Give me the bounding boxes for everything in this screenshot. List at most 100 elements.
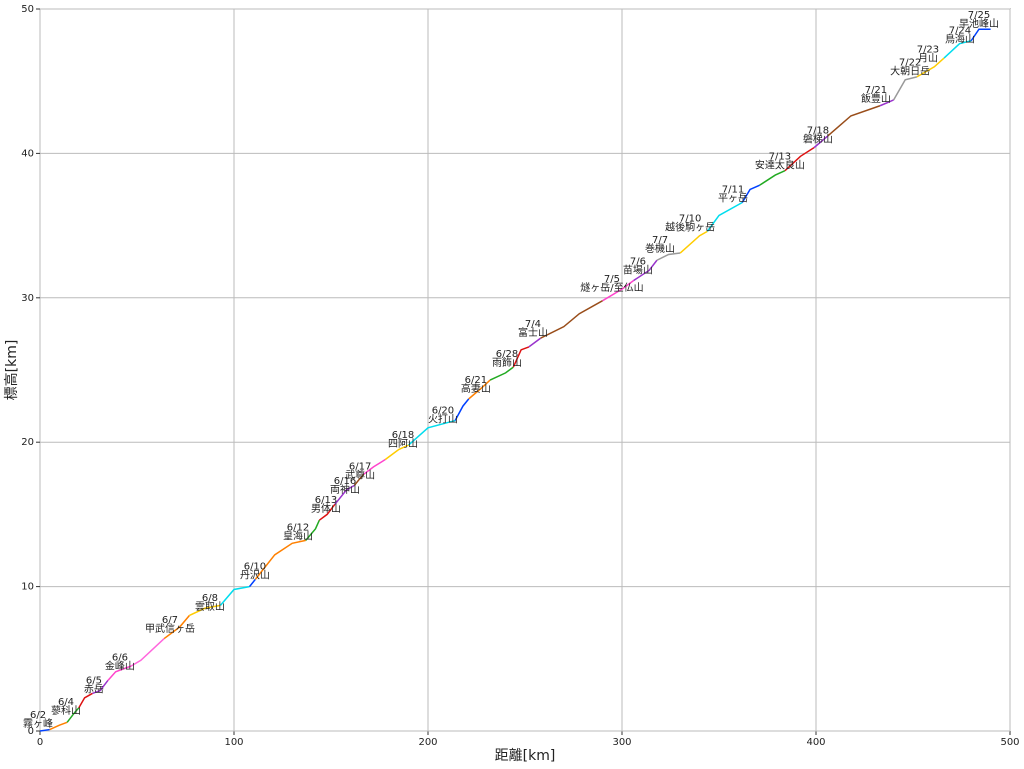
annotation-name: 霧ヶ峰 <box>23 718 53 730</box>
line-segment <box>540 300 603 339</box>
annotation-date: 7/5 <box>604 274 620 285</box>
annotation-date: 6/21 <box>465 375 487 386</box>
annotation-name: 四阿山 <box>388 438 418 450</box>
annotation-name: 赤岳 <box>84 683 104 695</box>
plot-frame <box>39 8 1011 732</box>
annotation-name: 金峰山 <box>105 659 135 672</box>
annotation-name: 両神山 <box>330 483 360 496</box>
annotation-date: 6/8 <box>202 593 218 604</box>
annotation-date: 7/4 <box>525 319 541 330</box>
line-segment <box>39 728 50 732</box>
annotation-name: 月山 <box>918 52 938 64</box>
x-tick-label: 100 <box>224 737 243 748</box>
y-tick-label: 0 <box>28 726 34 737</box>
line-segment <box>970 28 991 42</box>
line-segment <box>107 665 132 681</box>
line-segment <box>512 346 530 368</box>
line-segment <box>363 458 386 475</box>
line-segment <box>92 680 109 695</box>
annotation-name: 越後駒ヶ岳 <box>665 220 715 233</box>
y-axis-label: 標高[km] <box>3 340 20 401</box>
line-segment <box>656 252 681 261</box>
annotation-date: 7/25 <box>968 10 990 21</box>
annotation-name: 皇海山 <box>283 529 313 542</box>
line-segment <box>408 419 456 446</box>
annotation-date: 6/7 <box>162 615 178 626</box>
line-segment <box>384 444 409 461</box>
line-segment <box>879 99 894 107</box>
x-axis-label: 距離[km] <box>495 747 556 764</box>
annotation-date: 6/5 <box>86 675 102 686</box>
line-segment <box>679 230 708 254</box>
annotation-name: 男体山 <box>311 503 341 515</box>
annotation-date: 6/2 <box>30 710 46 721</box>
annotation-name: 蓼科山 <box>51 704 81 717</box>
line-segment <box>827 105 881 137</box>
line-segment <box>528 337 541 348</box>
line-segment <box>468 379 491 400</box>
annotation-name: 飯豊山 <box>861 92 891 105</box>
annotation-name: 雨飾山 <box>492 356 522 369</box>
annotation-name: 燧ヶ岳/至仏山 <box>580 281 643 294</box>
annotation-name: 苗場山 <box>623 264 653 277</box>
annotation-name: 武尊山 <box>345 469 375 482</box>
y-tick-label: 40 <box>21 148 34 159</box>
annotation-date: 6/28 <box>496 349 518 360</box>
annotation-name: 巻機山 <box>645 242 675 255</box>
line-segment <box>189 604 221 617</box>
annotation-name: 磐梯山 <box>803 132 833 145</box>
annotation-date: 7/6 <box>630 257 646 268</box>
y-tick-label: 10 <box>21 582 34 593</box>
annotation-date: 6/4 <box>58 697 74 708</box>
annotation-date: 7/7 <box>652 235 668 246</box>
annotation-date: 7/11 <box>722 185 744 196</box>
annotation-date: 7/13 <box>769 151 791 162</box>
y-tick-label: 50 <box>21 4 34 15</box>
line-segment <box>78 692 93 709</box>
annotation-name: 火打山 <box>428 412 458 425</box>
annotation-date: 6/13 <box>315 495 337 506</box>
annotation-name: 早池峰山 <box>959 17 999 30</box>
line-segment <box>305 519 321 541</box>
annotation-date: 7/24 <box>949 26 971 37</box>
annotation-date: 7/22 <box>899 57 921 68</box>
line-segment <box>892 76 918 101</box>
line-segment <box>248 578 256 588</box>
y-tick-label: 20 <box>21 437 34 448</box>
y-tick-label: 30 <box>21 293 34 304</box>
line-segment <box>943 40 972 59</box>
annotation-date: 6/10 <box>244 561 266 572</box>
annotation-date: 7/21 <box>865 85 887 96</box>
line-segment <box>813 135 829 149</box>
line-segment <box>784 146 815 172</box>
line-segment <box>489 366 514 381</box>
line-segment <box>334 484 355 505</box>
annotation-date: 6/17 <box>349 462 371 473</box>
annotation-name: 丹沢山 <box>240 568 270 581</box>
annotation-date: 7/10 <box>679 213 701 224</box>
x-tick-label: 300 <box>612 737 631 748</box>
line-segment <box>454 398 470 421</box>
line-segment <box>66 707 80 723</box>
annotation-date: 7/18 <box>807 125 829 136</box>
line-segment <box>633 259 658 282</box>
annotation-name: 高妻山 <box>461 382 491 395</box>
annotation-name: 平ヶ岳 <box>718 193 748 205</box>
x-tick-label: 400 <box>806 737 825 748</box>
annotation-date: 6/6 <box>112 652 128 663</box>
annotation-date: 6/18 <box>392 430 414 441</box>
annotation-name: 富士山 <box>518 326 548 339</box>
annotation-date: 6/12 <box>287 522 309 533</box>
x-tick-label: 500 <box>1000 737 1019 748</box>
annotation-name: 甲武信ヶ岳 <box>145 622 195 635</box>
annotation-date: 7/23 <box>917 44 939 55</box>
annotation-name: 鳥海山 <box>945 33 975 46</box>
x-tick-label: 200 <box>418 737 437 748</box>
line-segment <box>219 585 250 606</box>
line-segment <box>130 638 165 667</box>
line-segment <box>254 539 306 580</box>
annotation-name: 安達太良山 <box>755 158 805 171</box>
line-segment <box>163 614 190 640</box>
line-segment <box>759 170 786 186</box>
